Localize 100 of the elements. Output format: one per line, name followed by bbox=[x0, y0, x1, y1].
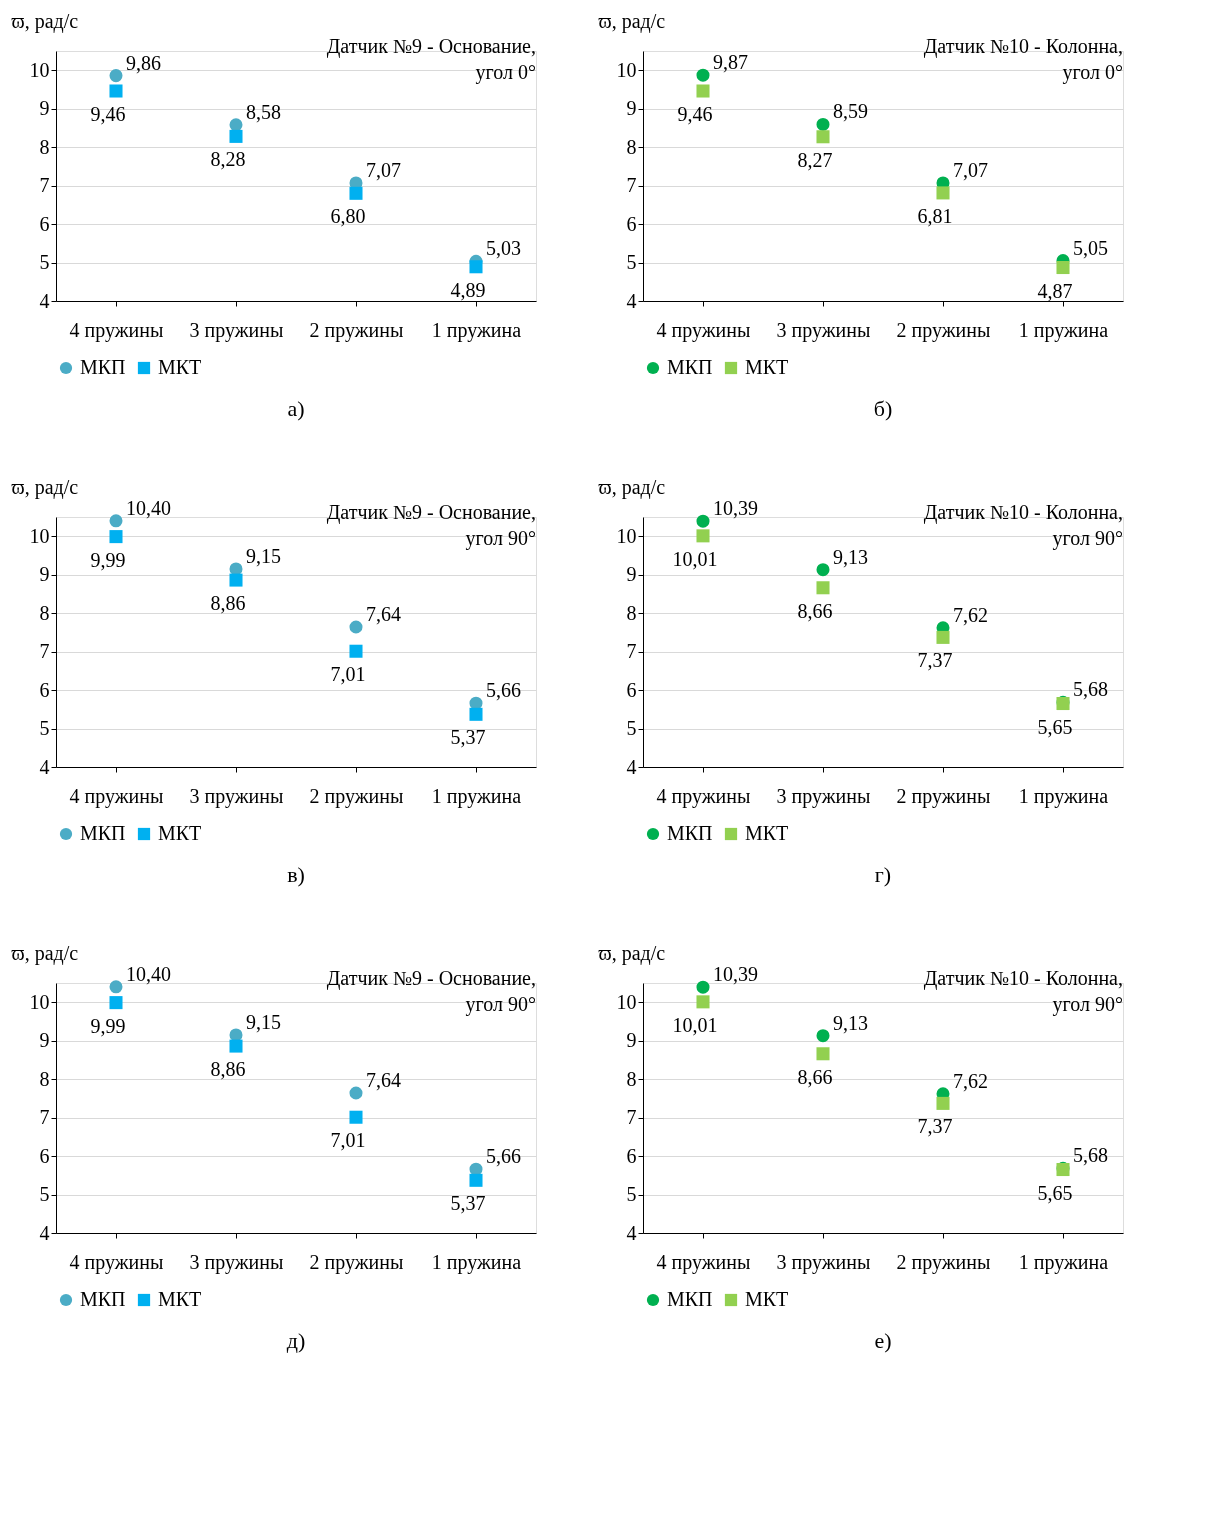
data-label: 8,58 bbox=[246, 100, 281, 123]
x-tick-label: 4 пружины bbox=[656, 318, 751, 342]
y-tick-label: 7 bbox=[39, 174, 50, 197]
y-tick-label: 9 bbox=[39, 1029, 50, 1052]
data-label: 7,37 bbox=[917, 1115, 953, 1138]
data-label: 8,86 bbox=[210, 592, 246, 615]
y-tick-label: 7 bbox=[39, 1106, 50, 1129]
legend-label: МКП bbox=[667, 356, 713, 378]
text: е) bbox=[874, 1328, 892, 1353]
y-tick-label: 9 bbox=[626, 1029, 637, 1052]
point bbox=[469, 260, 483, 274]
x-tick-label: 4 пружины bbox=[656, 1250, 751, 1274]
legend-label: МКТ bbox=[158, 356, 202, 378]
y-tick-label: 5 bbox=[39, 251, 50, 274]
point bbox=[109, 84, 123, 98]
data-label: 9,46 bbox=[90, 103, 126, 125]
data-label: 7,64 bbox=[366, 1069, 401, 1091]
x-tick-label: 1 пружина bbox=[1018, 1250, 1109, 1274]
data-label: 10,39 bbox=[713, 963, 758, 986]
data-label: 10,01 bbox=[672, 547, 718, 570]
x-tick-label: 1 пружина bbox=[431, 1250, 522, 1274]
text: г) bbox=[874, 862, 892, 887]
data-label: 7,01 bbox=[330, 663, 366, 686]
data-label: 7,62 bbox=[953, 1069, 988, 1092]
data-label: 9,13 bbox=[833, 545, 868, 568]
point bbox=[936, 630, 950, 644]
y-tick-label: 9 bbox=[39, 563, 50, 586]
point bbox=[696, 514, 710, 528]
x-tick-label: 2 пружины bbox=[309, 1250, 404, 1274]
y-tick-label: 5 bbox=[626, 251, 637, 274]
point bbox=[109, 996, 123, 1010]
legend-label: МКП bbox=[80, 356, 126, 378]
chart-title: Датчик №10 - Колонна, угол 90° bbox=[923, 967, 1123, 1016]
x-tick-label: 2 пружины bbox=[309, 784, 404, 808]
legend-label: МКП bbox=[80, 822, 126, 844]
point bbox=[696, 995, 710, 1009]
point bbox=[469, 707, 483, 721]
data-label: 7,62 bbox=[953, 603, 988, 626]
chart-title: Датчик №10 - Колонна, угол 90° bbox=[923, 501, 1123, 550]
point bbox=[229, 1028, 243, 1042]
y-tick-label: 6 bbox=[626, 678, 637, 701]
y-tick-label: 9 bbox=[39, 97, 50, 120]
point bbox=[936, 186, 950, 200]
y-tick-label: 7 bbox=[626, 174, 637, 197]
y-tick-label: 10 bbox=[29, 524, 50, 547]
x-tick-label: 3 пружины bbox=[189, 1250, 284, 1274]
data-label: 10,40 bbox=[126, 496, 171, 519]
point bbox=[696, 68, 710, 82]
data-label: 9,15 bbox=[246, 1010, 281, 1033]
data-label: 8,27 bbox=[797, 148, 833, 171]
y-tick-label: 5 bbox=[39, 1183, 50, 1206]
point bbox=[816, 563, 830, 577]
x-tick-label: 3 пружины bbox=[189, 318, 284, 342]
y-tick-label: 8 bbox=[39, 1067, 50, 1090]
x-tick-label: 2 пружины bbox=[896, 1250, 991, 1274]
point bbox=[109, 514, 123, 528]
data-label: 7,07 bbox=[366, 158, 401, 181]
chart-title: Датчик №9 - Основание, угол 90° bbox=[326, 967, 536, 1016]
data-label: 8,66 bbox=[797, 599, 833, 622]
point bbox=[229, 562, 243, 576]
data-label: 8,59 bbox=[833, 100, 868, 123]
y-tick-label: 4 bbox=[626, 1221, 637, 1244]
chart-title: Датчик №9 - Основание, угол 90° bbox=[326, 501, 536, 550]
point bbox=[696, 980, 710, 994]
point bbox=[349, 186, 363, 200]
point bbox=[696, 529, 710, 543]
x-tick-label: 2 пружины bbox=[309, 318, 404, 342]
data-label: 6,80 bbox=[330, 205, 366, 228]
x-tick-label: 3 пружины bbox=[776, 1250, 871, 1274]
point bbox=[349, 1110, 363, 1124]
point bbox=[109, 530, 123, 544]
point bbox=[229, 118, 243, 132]
y-tick-label: 7 bbox=[626, 640, 637, 663]
data-label: 7,01 bbox=[330, 1129, 366, 1152]
legend-label: МКП bbox=[80, 1288, 126, 1310]
text: а) bbox=[287, 396, 305, 421]
y-axis-title: ϖ, рад/с bbox=[11, 475, 79, 499]
data-label: 5,65 bbox=[1037, 1181, 1073, 1204]
x-tick-label: 4 пружины bbox=[69, 784, 164, 808]
y-tick-label: 7 bbox=[626, 1106, 637, 1129]
chart-title: Датчик №10 - Колонна, угол 0° bbox=[923, 35, 1123, 84]
data-label: 9,13 bbox=[833, 1011, 868, 1034]
text: в) bbox=[287, 862, 305, 887]
data-label: 5,66 bbox=[486, 679, 521, 702]
x-tick-label: 1 пружина bbox=[431, 318, 522, 342]
y-tick-label: 5 bbox=[626, 1183, 637, 1206]
legend-label: МКТ bbox=[745, 356, 789, 378]
y-tick-label: 10 bbox=[616, 990, 637, 1013]
x-tick-label: 3 пружины bbox=[189, 784, 284, 808]
y-axis-title: ϖ, рад/с bbox=[598, 941, 666, 965]
y-tick-label: 10 bbox=[616, 524, 637, 547]
point bbox=[109, 69, 123, 83]
data-label: 6,81 bbox=[917, 204, 953, 227]
y-axis-title: ϖ, рад/с bbox=[598, 9, 666, 33]
point bbox=[349, 644, 363, 658]
data-label: 5,37 bbox=[450, 726, 486, 749]
point bbox=[109, 980, 123, 994]
y-tick-label: 8 bbox=[626, 135, 637, 158]
y-tick-label: 10 bbox=[29, 990, 50, 1013]
data-label: 4,89 bbox=[450, 278, 486, 301]
